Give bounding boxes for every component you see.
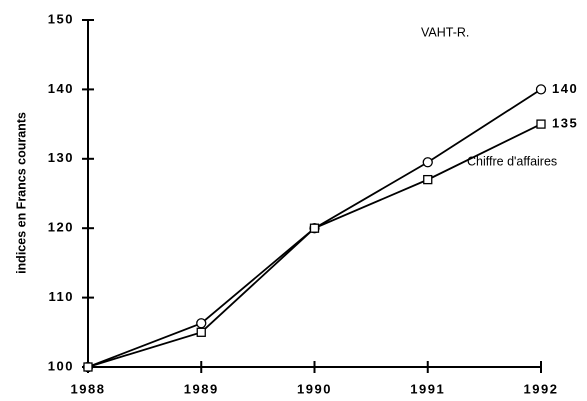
x-tick-label: 1988	[71, 381, 106, 396]
marker	[309, 223, 320, 233]
x-tick-label: 1992	[524, 381, 559, 396]
marker	[536, 119, 546, 129]
marker	[196, 318, 207, 329]
y-tick-label: 110	[49, 289, 74, 304]
data-label: 135	[552, 116, 578, 131]
y-axis-label: indices en Francs courants	[14, 112, 28, 274]
marker	[83, 362, 93, 372]
marker	[422, 157, 433, 168]
x-tick-label: 1989	[184, 381, 219, 396]
series-name: VAHT-R.	[421, 26, 469, 40]
data-label: 140	[552, 81, 578, 96]
marker	[535, 84, 547, 95]
x-tick-label: 1990	[297, 381, 332, 396]
series-name: Chiffre d'affaires	[467, 154, 557, 168]
x-tick-label: 1991	[410, 381, 445, 396]
y-tick-label: 100	[48, 358, 74, 373]
y-tick-label: 150	[48, 11, 74, 26]
marker	[196, 327, 206, 337]
y-tick-label: 130	[48, 150, 74, 165]
y-tick-label: 140	[48, 81, 74, 96]
y-tick-label: 120	[48, 220, 74, 235]
marker	[423, 174, 433, 185]
